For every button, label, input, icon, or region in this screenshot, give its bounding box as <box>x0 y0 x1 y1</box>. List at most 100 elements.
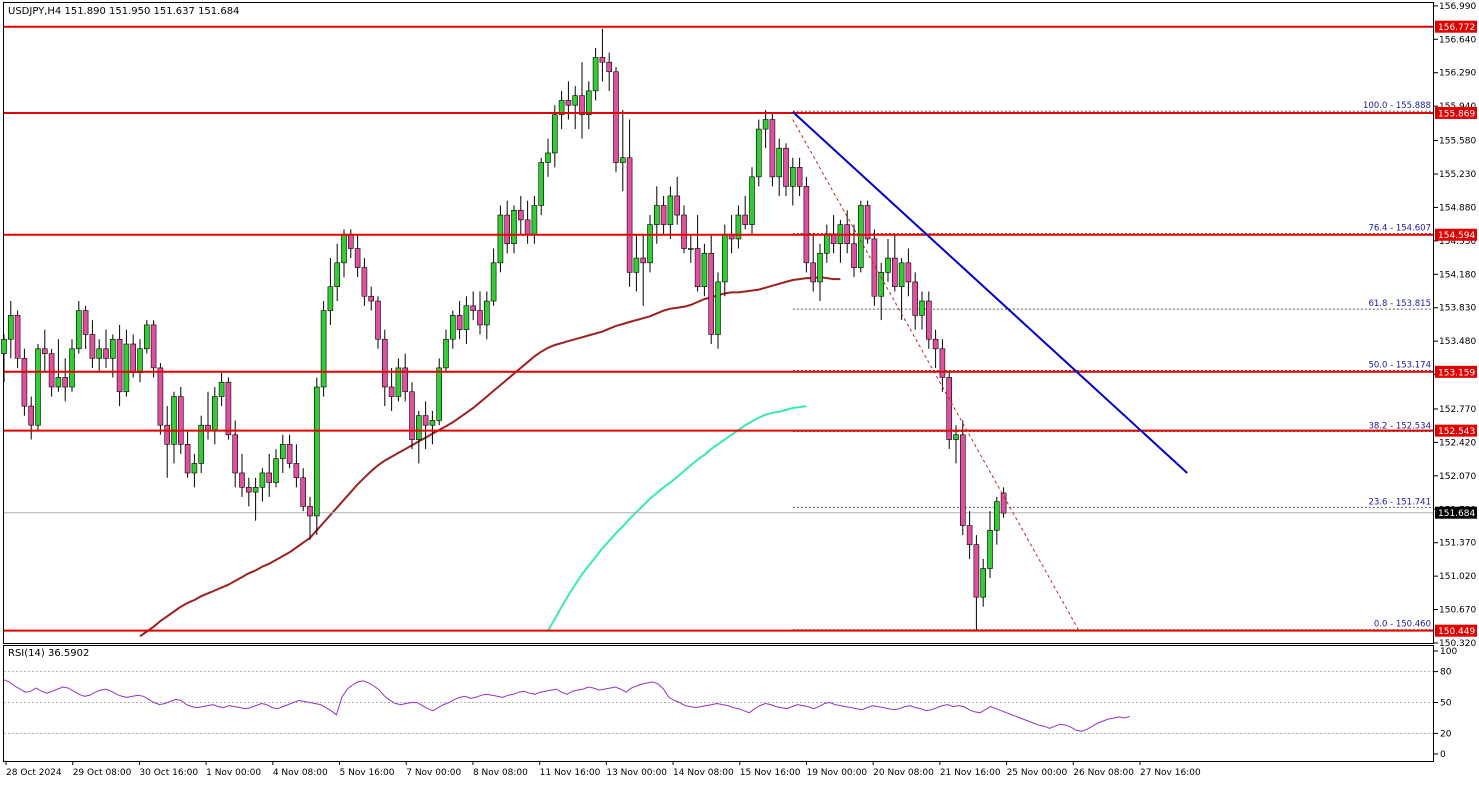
candle-body-76 <box>517 209 524 221</box>
candle-body-125 <box>851 243 857 268</box>
candle-body-70 <box>477 310 483 326</box>
rsi-tick-label-4: 0 <box>1440 750 1446 760</box>
candle-body-24 <box>164 424 170 445</box>
candle-body-21 <box>144 324 150 350</box>
candle-body-78 <box>531 205 538 235</box>
rsi-indicator: 100 80 50 20 0 <box>3 647 1457 760</box>
candle-body-48 <box>327 286 334 311</box>
candle-body-57 <box>388 386 395 397</box>
candle-body-132 <box>898 262 905 288</box>
candle-body-126 <box>857 205 864 268</box>
time-tick-label-14: 21 Nov 16:00 <box>940 768 1001 778</box>
candle-body-33 <box>225 381 232 436</box>
candlesticks <box>1 28 1007 630</box>
candle-body-67 <box>456 315 463 330</box>
price-tick-label-10: 153.480 <box>1439 337 1476 347</box>
candle-body-127 <box>864 205 871 240</box>
candle-body-69 <box>470 305 477 311</box>
candle-body-49 <box>334 262 341 288</box>
candle-body-79 <box>538 162 545 206</box>
candle-body-39 <box>266 472 273 483</box>
candle-body-98 <box>667 195 674 225</box>
time-tick-label-0: 28 Oct 2024 <box>6 768 62 778</box>
candle-body-106 <box>721 233 728 283</box>
candle-body-64 <box>436 367 443 421</box>
candle-body-23 <box>157 367 164 426</box>
candle-body-99 <box>674 195 681 216</box>
candle-body-50 <box>341 233 347 264</box>
sma-200-line <box>547 405 807 632</box>
candle-body-7 <box>48 353 55 388</box>
price-tick-label-4: 155.580 <box>1439 137 1476 147</box>
candle-body-95 <box>647 224 653 264</box>
fib-label-3: 50.0 - 153.174 <box>1368 360 1431 370</box>
candle-body-75 <box>511 209 517 245</box>
rsi-tick-label-0: 100 <box>1440 647 1457 657</box>
time-tick-label-13: 20 Nov 08:00 <box>873 768 934 778</box>
candle-body-66 <box>449 315 456 340</box>
price-tick-label-16: 151.370 <box>1439 539 1476 549</box>
candle-body-40 <box>273 458 279 483</box>
candle-body-63 <box>429 420 436 426</box>
candle-body-20 <box>137 348 143 373</box>
candle-body-81 <box>551 114 558 154</box>
time-tick-label-4: 4 Nov 08:00 <box>273 768 328 778</box>
level-price-tag-1-bg <box>1435 106 1477 119</box>
time-tick-label-7: 8 Nov 08:00 <box>473 768 528 778</box>
candle-body-131 <box>891 257 898 288</box>
level-price-tag-2-bg <box>1435 228 1477 241</box>
candle-body-103 <box>701 252 708 288</box>
candle-body-137 <box>932 338 939 350</box>
candle-body-38 <box>259 472 266 488</box>
candle-body-72 <box>490 262 497 302</box>
candle-body-42 <box>286 444 293 464</box>
level-price-tag-0-text: 156.772 <box>1438 23 1475 33</box>
candle-body-77 <box>524 219 531 235</box>
price-tick-label-13: 152.420 <box>1439 438 1476 448</box>
candle-body-15 <box>103 348 109 359</box>
candle-body-0 <box>1 338 7 354</box>
candle-body-44 <box>300 477 307 507</box>
candle-body-136 <box>925 300 932 340</box>
price-tick-label-5: 155.230 <box>1439 170 1476 180</box>
candle-body-113 <box>769 119 776 178</box>
candle-body-3 <box>21 358 28 407</box>
candle-body-86 <box>585 90 592 116</box>
candle-body-114 <box>776 147 783 178</box>
candle-body-2 <box>14 315 21 359</box>
price-tick-label-14: 152.070 <box>1439 472 1476 482</box>
candle-body-32 <box>218 381 225 397</box>
candle-body-111 <box>755 128 762 178</box>
fib-label-2: 61.8 - 153.815 <box>1368 299 1431 309</box>
price-tick-label-2: 156.290 <box>1439 69 1476 79</box>
candle-body-16 <box>110 338 116 359</box>
time-tick-label-16: 26 Nov 08:00 <box>1073 768 1134 778</box>
candle-body-59 <box>402 367 409 393</box>
price-tick-label-1: 156.640 <box>1439 35 1476 45</box>
candle-body-73 <box>497 214 504 264</box>
fib-label-4: 38.2 - 152.534 <box>1368 422 1431 432</box>
candle-body-17 <box>116 338 123 393</box>
candle-body-41 <box>279 444 286 459</box>
candle-body-55 <box>375 300 381 340</box>
candle-body-102 <box>694 248 701 288</box>
candle-body-27 <box>184 444 191 474</box>
candle-body-47 <box>320 310 327 388</box>
candle-body-128 <box>871 238 878 297</box>
candle-body-8 <box>55 377 62 388</box>
candle-body-45 <box>307 506 313 517</box>
candle-body-37 <box>252 486 259 493</box>
rsi-tick-label-2: 50 <box>1440 699 1452 709</box>
candle-body-29 <box>198 424 204 464</box>
candle-body-31 <box>212 396 218 431</box>
candle-body-100 <box>681 214 687 249</box>
candle-body-80 <box>545 152 551 163</box>
candle-body-65 <box>443 338 449 369</box>
rsi-tick-label-3: 20 <box>1440 729 1452 739</box>
time-tick-label-6: 7 Nov 00:00 <box>406 768 461 778</box>
candle-body-12 <box>82 310 89 335</box>
level-price-tag-4-bg <box>1435 424 1477 437</box>
candle-body-138 <box>939 348 946 378</box>
